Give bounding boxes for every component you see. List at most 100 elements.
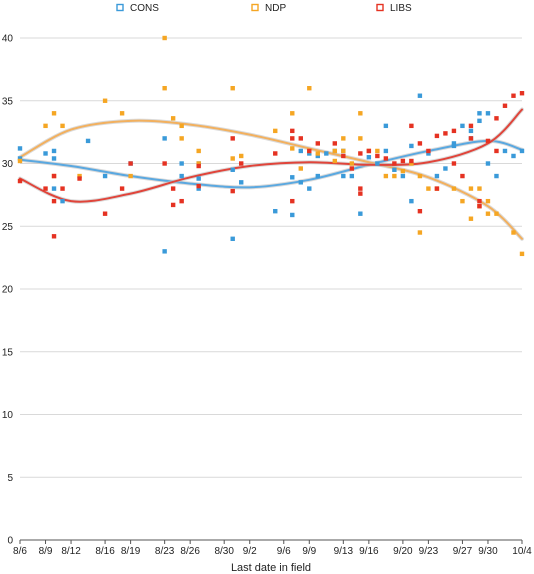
point-ndp — [196, 161, 201, 166]
point-libs — [196, 183, 201, 189]
point-libs — [290, 128, 295, 134]
point-ndp — [230, 86, 235, 91]
point-cons — [375, 161, 380, 166]
point-ndp — [307, 86, 312, 91]
point-cons — [179, 173, 184, 179]
point-cons — [358, 211, 363, 216]
point-libs — [502, 103, 508, 108]
point-libs — [162, 161, 167, 166]
point-libs — [358, 151, 363, 156]
point-libs — [128, 161, 133, 166]
point-ndp — [485, 198, 491, 204]
point-cons — [485, 111, 491, 116]
point-ndp — [409, 161, 414, 166]
x-tick-label: 8/12 — [61, 546, 81, 557]
point-libs — [477, 203, 482, 209]
point-libs — [417, 141, 423, 146]
point-libs — [51, 234, 57, 239]
point-libs — [400, 158, 406, 164]
point-cons — [298, 180, 303, 185]
point-ndp — [426, 186, 431, 191]
point-libs — [179, 198, 184, 204]
point-cons — [179, 161, 184, 166]
x-tick-label: 8/26 — [180, 546, 200, 557]
y-tick-label: 0 — [7, 536, 13, 547]
point-libs — [434, 133, 440, 139]
legend-label-libs: LIBS — [390, 3, 412, 14]
point-cons — [307, 186, 312, 191]
point-libs — [77, 176, 82, 181]
point-cons — [426, 151, 431, 156]
x-axis-title: Last date in field — [231, 562, 311, 574]
point-libs — [230, 188, 235, 194]
point-ndp — [43, 123, 48, 129]
trend-line-ndp — [19, 119, 523, 240]
point-ndp — [77, 173, 82, 179]
point-cons — [392, 167, 397, 172]
point-libs — [468, 123, 474, 129]
point-cons — [349, 173, 355, 179]
point-libs — [383, 156, 389, 161]
point-cons — [477, 118, 482, 124]
point-ndp — [162, 86, 167, 91]
point-ndp — [102, 98, 108, 103]
point-ndp — [468, 186, 474, 191]
point-cons — [196, 186, 201, 191]
point-libs — [468, 136, 474, 141]
point-cons — [341, 173, 346, 179]
point-cons — [307, 151, 312, 156]
point-ndp — [119, 111, 125, 116]
point-ndp — [392, 173, 397, 179]
x-tick-label: 8/19 — [121, 546, 141, 557]
point-libs — [341, 153, 346, 159]
point-ndp — [383, 173, 389, 179]
point-cons — [315, 173, 320, 179]
point-ndp — [451, 186, 457, 191]
point-libs — [290, 136, 295, 141]
point-libs — [434, 186, 440, 191]
point-ndp — [290, 111, 295, 116]
point-cons — [51, 156, 57, 161]
point-cons — [85, 138, 91, 144]
x-tick-label: 9/27 — [453, 546, 473, 557]
x-tick-label: 8/9 — [39, 546, 53, 557]
point-libs — [239, 161, 244, 166]
point-ndp — [239, 153, 244, 159]
point-ndp — [332, 158, 338, 164]
point-cons — [519, 148, 525, 154]
x-tick-label: 9/20 — [393, 546, 413, 557]
point-libs — [511, 93, 516, 98]
point-ndp — [298, 166, 303, 171]
point-cons — [17, 146, 23, 151]
point-libs — [298, 136, 303, 141]
point-cons — [460, 123, 465, 129]
point-libs — [494, 116, 499, 121]
point-cons — [273, 208, 278, 214]
legend-label-cons: CONS — [130, 3, 159, 14]
trend-line-libs — [19, 108, 523, 203]
y-tick-label: 10 — [2, 410, 14, 421]
point-libs — [60, 186, 65, 191]
legend-swatch-ndp — [251, 3, 259, 12]
point-cons — [315, 153, 320, 159]
point-cons — [60, 198, 65, 204]
point-ndp — [179, 123, 184, 129]
point-cons — [468, 128, 474, 134]
point-cons — [383, 148, 389, 154]
point-cons — [51, 148, 57, 154]
point-ndp — [162, 35, 167, 41]
point-libs — [315, 141, 320, 146]
y-tick-label: 15 — [2, 347, 14, 358]
point-cons — [290, 175, 295, 180]
y-tick-label: 5 — [7, 473, 13, 484]
point-cons — [409, 143, 414, 149]
point-libs — [43, 186, 48, 191]
point-libs — [349, 166, 355, 171]
point-ndp — [290, 146, 295, 151]
point-ndp — [417, 230, 423, 235]
point-cons — [102, 173, 108, 179]
point-libs — [494, 148, 499, 154]
point-libs — [290, 198, 295, 204]
x-tick-label: 9/30 — [478, 546, 498, 557]
point-cons — [383, 123, 389, 129]
